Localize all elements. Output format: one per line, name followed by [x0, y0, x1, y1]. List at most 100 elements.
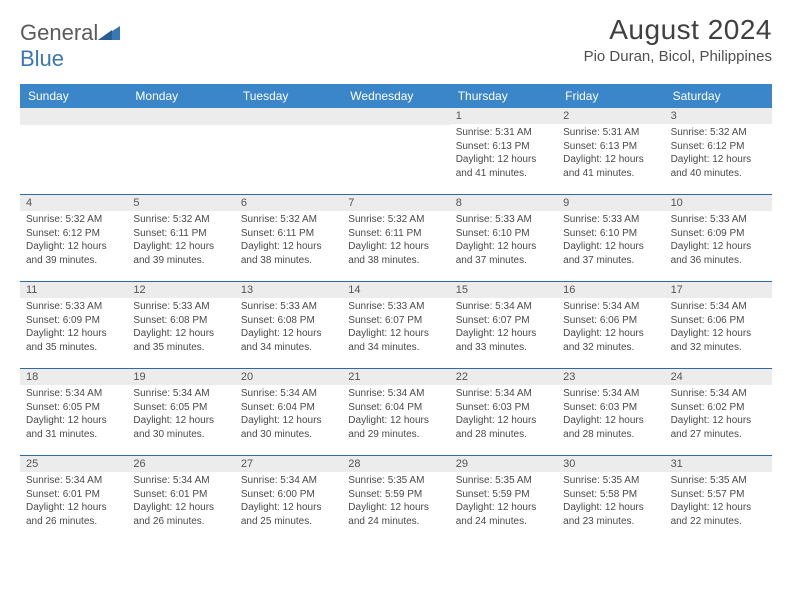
- calendar-cell: 13Sunrise: 5:33 AMSunset: 6:08 PMDayligh…: [235, 282, 342, 368]
- weekday-header: Monday: [127, 84, 234, 108]
- calendar-cell: [127, 108, 234, 194]
- day-details: Sunrise: 5:34 AMSunset: 6:07 PMDaylight:…: [450, 298, 557, 358]
- day-number: 10: [665, 195, 772, 211]
- weekday-header: Thursday: [450, 84, 557, 108]
- weekday-header: Friday: [557, 84, 664, 108]
- day-number: 7: [342, 195, 449, 211]
- calendar-cell: 4Sunrise: 5:32 AMSunset: 6:12 PMDaylight…: [20, 195, 127, 281]
- day-number: [127, 108, 234, 125]
- day-details: Sunrise: 5:34 AMSunset: 6:01 PMDaylight:…: [127, 472, 234, 532]
- day-number: 11: [20, 282, 127, 298]
- calendar-cell: 28Sunrise: 5:35 AMSunset: 5:59 PMDayligh…: [342, 456, 449, 542]
- day-details: Sunrise: 5:34 AMSunset: 6:00 PMDaylight:…: [235, 472, 342, 532]
- day-number: 21: [342, 369, 449, 385]
- location: Pio Duran, Bicol, Philippines: [584, 48, 772, 65]
- day-number: 2: [557, 108, 664, 124]
- logo: GeneralBlue: [20, 14, 120, 72]
- calendar: Sunday Monday Tuesday Wednesday Thursday…: [20, 84, 772, 542]
- calendar-cell: 9Sunrise: 5:33 AMSunset: 6:10 PMDaylight…: [557, 195, 664, 281]
- day-details: Sunrise: 5:34 AMSunset: 6:06 PMDaylight:…: [665, 298, 772, 358]
- day-details: Sunrise: 5:34 AMSunset: 6:01 PMDaylight:…: [20, 472, 127, 532]
- day-details: Sunrise: 5:33 AMSunset: 6:08 PMDaylight:…: [127, 298, 234, 358]
- day-number: 22: [450, 369, 557, 385]
- day-number: 5: [127, 195, 234, 211]
- calendar-cell: 8Sunrise: 5:33 AMSunset: 6:10 PMDaylight…: [450, 195, 557, 281]
- day-details: Sunrise: 5:33 AMSunset: 6:08 PMDaylight:…: [235, 298, 342, 358]
- weekday-header: Sunday: [20, 84, 127, 108]
- day-details: Sunrise: 5:34 AMSunset: 6:05 PMDaylight:…: [20, 385, 127, 445]
- day-number: 26: [127, 456, 234, 472]
- day-details: Sunrise: 5:35 AMSunset: 5:59 PMDaylight:…: [342, 472, 449, 532]
- day-number: 12: [127, 282, 234, 298]
- logo-word2: Blue: [20, 46, 64, 71]
- calendar-week: 4Sunrise: 5:32 AMSunset: 6:12 PMDaylight…: [20, 195, 772, 282]
- day-number: 15: [450, 282, 557, 298]
- day-number: 27: [235, 456, 342, 472]
- calendar-cell: 7Sunrise: 5:32 AMSunset: 6:11 PMDaylight…: [342, 195, 449, 281]
- calendar-cell: [20, 108, 127, 194]
- calendar-cell: [342, 108, 449, 194]
- calendar-cell: 20Sunrise: 5:34 AMSunset: 6:04 PMDayligh…: [235, 369, 342, 455]
- day-number: 3: [665, 108, 772, 124]
- weekday-header: Saturday: [665, 84, 772, 108]
- day-number: 24: [665, 369, 772, 385]
- day-details: Sunrise: 5:31 AMSunset: 6:13 PMDaylight:…: [450, 124, 557, 184]
- day-number: 17: [665, 282, 772, 298]
- day-number: 16: [557, 282, 664, 298]
- calendar-cell: 18Sunrise: 5:34 AMSunset: 6:05 PMDayligh…: [20, 369, 127, 455]
- weekday-header: Wednesday: [342, 84, 449, 108]
- day-details: Sunrise: 5:33 AMSunset: 6:09 PMDaylight:…: [20, 298, 127, 358]
- calendar-cell: 5Sunrise: 5:32 AMSunset: 6:11 PMDaylight…: [127, 195, 234, 281]
- logo-text: GeneralBlue: [20, 20, 120, 72]
- logo-triangle-icon: [98, 20, 120, 46]
- calendar-cell: 16Sunrise: 5:34 AMSunset: 6:06 PMDayligh…: [557, 282, 664, 368]
- calendar-cell: 10Sunrise: 5:33 AMSunset: 6:09 PMDayligh…: [665, 195, 772, 281]
- day-number: 8: [450, 195, 557, 211]
- day-details: Sunrise: 5:34 AMSunset: 6:04 PMDaylight:…: [342, 385, 449, 445]
- day-number: 19: [127, 369, 234, 385]
- calendar-week: 25Sunrise: 5:34 AMSunset: 6:01 PMDayligh…: [20, 456, 772, 542]
- day-details: Sunrise: 5:32 AMSunset: 6:12 PMDaylight:…: [665, 124, 772, 184]
- day-number: 1: [450, 108, 557, 124]
- day-number: [20, 108, 127, 125]
- day-details: Sunrise: 5:34 AMSunset: 6:03 PMDaylight:…: [450, 385, 557, 445]
- calendar-week: 1Sunrise: 5:31 AMSunset: 6:13 PMDaylight…: [20, 108, 772, 195]
- calendar-cell: 21Sunrise: 5:34 AMSunset: 6:04 PMDayligh…: [342, 369, 449, 455]
- calendar-cell: 1Sunrise: 5:31 AMSunset: 6:13 PMDaylight…: [450, 108, 557, 194]
- calendar-cell: 6Sunrise: 5:32 AMSunset: 6:11 PMDaylight…: [235, 195, 342, 281]
- day-number: 4: [20, 195, 127, 211]
- day-details: Sunrise: 5:31 AMSunset: 6:13 PMDaylight:…: [557, 124, 664, 184]
- calendar-cell: 29Sunrise: 5:35 AMSunset: 5:59 PMDayligh…: [450, 456, 557, 542]
- day-details: Sunrise: 5:34 AMSunset: 6:02 PMDaylight:…: [665, 385, 772, 445]
- calendar-cell: 22Sunrise: 5:34 AMSunset: 6:03 PMDayligh…: [450, 369, 557, 455]
- calendar-cell: 12Sunrise: 5:33 AMSunset: 6:08 PMDayligh…: [127, 282, 234, 368]
- calendar-week: 18Sunrise: 5:34 AMSunset: 6:05 PMDayligh…: [20, 369, 772, 456]
- calendar-cell: 15Sunrise: 5:34 AMSunset: 6:07 PMDayligh…: [450, 282, 557, 368]
- calendar-cell: 27Sunrise: 5:34 AMSunset: 6:00 PMDayligh…: [235, 456, 342, 542]
- logo-word1: General: [20, 20, 98, 45]
- day-number: 25: [20, 456, 127, 472]
- day-number: 28: [342, 456, 449, 472]
- title-block: August 2024 Pio Duran, Bicol, Philippine…: [584, 14, 772, 65]
- calendar-cell: 31Sunrise: 5:35 AMSunset: 5:57 PMDayligh…: [665, 456, 772, 542]
- header: GeneralBlue August 2024 Pio Duran, Bicol…: [20, 14, 772, 72]
- day-details: Sunrise: 5:34 AMSunset: 6:03 PMDaylight:…: [557, 385, 664, 445]
- calendar-cell: 14Sunrise: 5:33 AMSunset: 6:07 PMDayligh…: [342, 282, 449, 368]
- day-number: 31: [665, 456, 772, 472]
- day-number: 13: [235, 282, 342, 298]
- weekday-header: Tuesday: [235, 84, 342, 108]
- calendar-cell: 17Sunrise: 5:34 AMSunset: 6:06 PMDayligh…: [665, 282, 772, 368]
- calendar-cell: 11Sunrise: 5:33 AMSunset: 6:09 PMDayligh…: [20, 282, 127, 368]
- month-title: August 2024: [584, 14, 772, 46]
- day-details: Sunrise: 5:32 AMSunset: 6:11 PMDaylight:…: [235, 211, 342, 271]
- day-details: Sunrise: 5:33 AMSunset: 6:07 PMDaylight:…: [342, 298, 449, 358]
- calendar-cell: 26Sunrise: 5:34 AMSunset: 6:01 PMDayligh…: [127, 456, 234, 542]
- calendar-cell: 3Sunrise: 5:32 AMSunset: 6:12 PMDaylight…: [665, 108, 772, 194]
- day-details: Sunrise: 5:33 AMSunset: 6:10 PMDaylight:…: [557, 211, 664, 271]
- day-details: Sunrise: 5:32 AMSunset: 6:12 PMDaylight:…: [20, 211, 127, 271]
- calendar-cell: 2Sunrise: 5:31 AMSunset: 6:13 PMDaylight…: [557, 108, 664, 194]
- day-details: Sunrise: 5:34 AMSunset: 6:04 PMDaylight:…: [235, 385, 342, 445]
- day-number: 9: [557, 195, 664, 211]
- day-details: Sunrise: 5:33 AMSunset: 6:09 PMDaylight:…: [665, 211, 772, 271]
- day-number: 30: [557, 456, 664, 472]
